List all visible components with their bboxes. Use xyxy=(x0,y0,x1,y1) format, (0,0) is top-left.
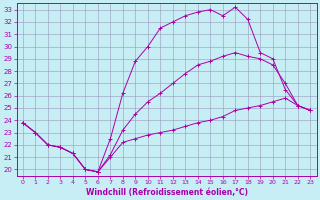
X-axis label: Windchill (Refroidissement éolien,°C): Windchill (Refroidissement éolien,°C) xyxy=(85,188,248,197)
